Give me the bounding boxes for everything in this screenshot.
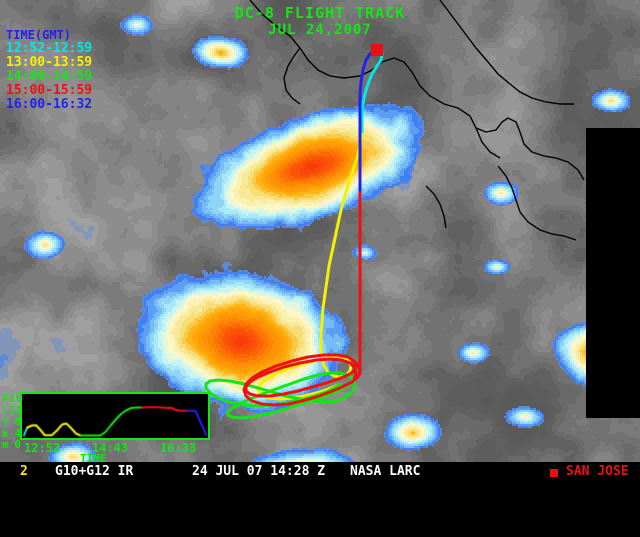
time-legend-item-1: 13:00-13:59	[6, 55, 93, 70]
inset-y-ticks: 16 12 8 4 0	[9, 392, 23, 451]
time-legend-item-2: 14:00-14:59	[6, 69, 93, 84]
inset-x-tick-2: 16:33	[160, 441, 197, 455]
altitude-trace	[22, 394, 208, 438]
datetime-label: 24 JUL 07 14:28 Z	[192, 464, 326, 479]
city-marker-swatch	[550, 469, 558, 477]
organization-label: NASA LARC	[350, 464, 421, 479]
map-overlay	[204, 0, 585, 420]
status-bar: 2 G10+G12 IR 24 JUL 07 14:28 Z NASA LARC…	[0, 462, 640, 480]
satellite-label: G10+G12 IR	[55, 464, 134, 479]
time-legend-item-3: 15:00-15:59	[6, 83, 93, 98]
time-legend: TIME(GMT) 12:52-12:59 13:00-13:59 14:00-…	[6, 28, 92, 112]
inset-x-axis-title: TIME	[80, 452, 107, 465]
page-subtitle: JUL 24,2007	[268, 22, 372, 38]
flight-track-paths	[204, 46, 384, 420]
time-legend-header: TIME(GMT)	[6, 28, 72, 42]
satellite-ir-image	[0, 0, 640, 462]
time-legend-item-4: 16:00-16:32	[6, 97, 93, 112]
frame-number: 2	[20, 464, 28, 479]
city-marker-label: SAN JOSE	[566, 464, 629, 479]
san-jose-marker	[371, 44, 383, 56]
inset-x-tick-0: 12:52	[24, 441, 61, 455]
page-title: DC-8 FLIGHT TRACK	[234, 4, 406, 22]
coastline-borders	[249, 0, 585, 241]
inset-x-tick-1: 14:43	[92, 441, 129, 455]
satellite-flight-track-image: DC-8 FLIGHT TRACK JUL 24,2007 TIME(GMT) …	[0, 0, 640, 480]
temperature-colorbar: TMP(K) < 190200210220230240245250255260	[586, 128, 640, 418]
time-legend-item-0: 12:52-12:59	[6, 41, 93, 56]
